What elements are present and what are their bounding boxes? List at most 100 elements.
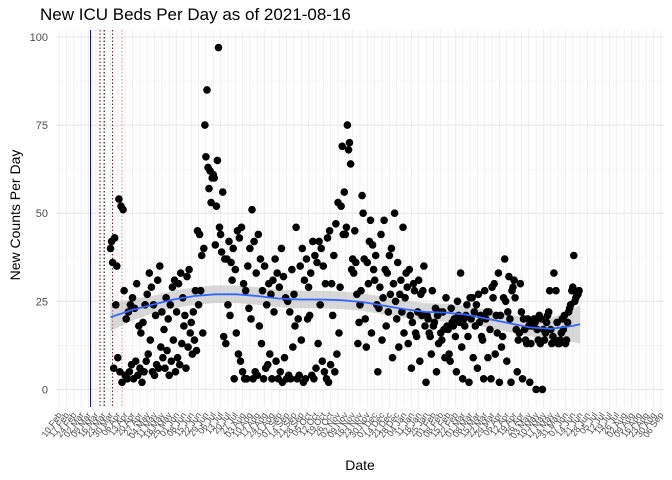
data-point: [313, 258, 321, 267]
data-point: [447, 304, 456, 313]
data-point: [506, 315, 514, 323]
data-point: [266, 350, 274, 358]
y-tick-label: 50: [36, 208, 48, 220]
data-point: [487, 375, 495, 383]
data-point: [236, 357, 245, 366]
data-point: [465, 378, 473, 387]
data-point: [513, 368, 521, 376]
data-point: [219, 332, 228, 341]
data-point: [497, 343, 506, 351]
data-point: [511, 294, 519, 302]
data-point: [527, 339, 535, 348]
data-point: [297, 336, 306, 344]
data-point: [390, 209, 399, 217]
data-point: [227, 258, 235, 267]
data-point: [354, 339, 362, 348]
data-point: [181, 311, 189, 320]
data-point: [291, 322, 299, 330]
data-point: [478, 336, 487, 344]
data-point: [200, 244, 208, 253]
data-point: [231, 265, 240, 274]
data-point: [255, 322, 264, 330]
data-point: [123, 375, 132, 383]
data-point: [202, 153, 210, 161]
data-point: [356, 301, 364, 309]
data-point: [260, 262, 269, 270]
data-point: [316, 301, 325, 309]
data-point: [324, 378, 333, 387]
data-point: [244, 262, 252, 270]
data-point: [180, 322, 188, 330]
data-point: [474, 290, 483, 299]
data-point: [342, 223, 351, 232]
data-point: [262, 301, 271, 309]
confidence-band: [110, 285, 581, 344]
data-point: [414, 276, 423, 285]
data-point: [326, 360, 335, 369]
data-point: [205, 184, 213, 193]
data-point: [235, 234, 244, 242]
data-point: [397, 276, 405, 285]
data-point: [562, 336, 571, 344]
data-point: [234, 350, 243, 358]
data-point: [311, 251, 319, 260]
data-point: [374, 368, 382, 376]
data-point: [295, 371, 304, 380]
data-point: [162, 294, 170, 302]
data-point: [161, 364, 169, 373]
data-point: [321, 279, 330, 288]
data-point: [243, 375, 251, 383]
data-point: [575, 286, 583, 295]
data-point: [112, 301, 120, 309]
data-point: [228, 276, 236, 285]
data-point: [194, 301, 203, 309]
data-point: [358, 191, 366, 200]
data-point: [147, 283, 156, 292]
data-point: [389, 279, 398, 288]
data-point: [355, 318, 363, 327]
data-point: [323, 234, 332, 242]
data-point: [156, 262, 164, 270]
data-point: [310, 375, 318, 383]
data-point: [328, 311, 337, 320]
data-point: [400, 329, 408, 337]
data-point: [486, 325, 494, 334]
data-point: [516, 279, 525, 288]
data-point: [457, 343, 466, 351]
data-point: [404, 339, 413, 348]
data-point: [114, 353, 122, 362]
confidence-band-area: [110, 285, 581, 344]
y-tick-label: 0: [42, 384, 48, 396]
data-point: [430, 318, 439, 327]
data-point: [382, 322, 391, 330]
data-point: [185, 265, 193, 274]
data-point: [346, 160, 355, 168]
data-point: [232, 329, 241, 337]
data-point: [191, 286, 200, 295]
data-point: [120, 286, 128, 295]
data-point: [468, 294, 477, 302]
data-point: [257, 339, 266, 348]
data-point: [178, 339, 186, 348]
data-point: [195, 230, 204, 239]
data-point: [570, 251, 578, 260]
data-point: [393, 258, 402, 267]
data-point: [230, 375, 238, 383]
data-point: [490, 279, 499, 288]
data-point: [269, 276, 277, 285]
data-point: [484, 353, 492, 362]
data-point: [361, 315, 370, 323]
data-point: [318, 357, 327, 366]
data-point: [229, 244, 237, 253]
data-point: [375, 304, 383, 313]
data-point: [406, 311, 415, 320]
data-point: [495, 378, 504, 387]
data-point: [418, 311, 426, 320]
data-point: [289, 343, 297, 351]
data-point: [256, 255, 265, 263]
data-point: [387, 244, 396, 253]
data-point: [378, 336, 386, 344]
y-tick-label: 100: [30, 32, 48, 44]
data-point: [183, 272, 191, 281]
data-point: [273, 269, 282, 277]
